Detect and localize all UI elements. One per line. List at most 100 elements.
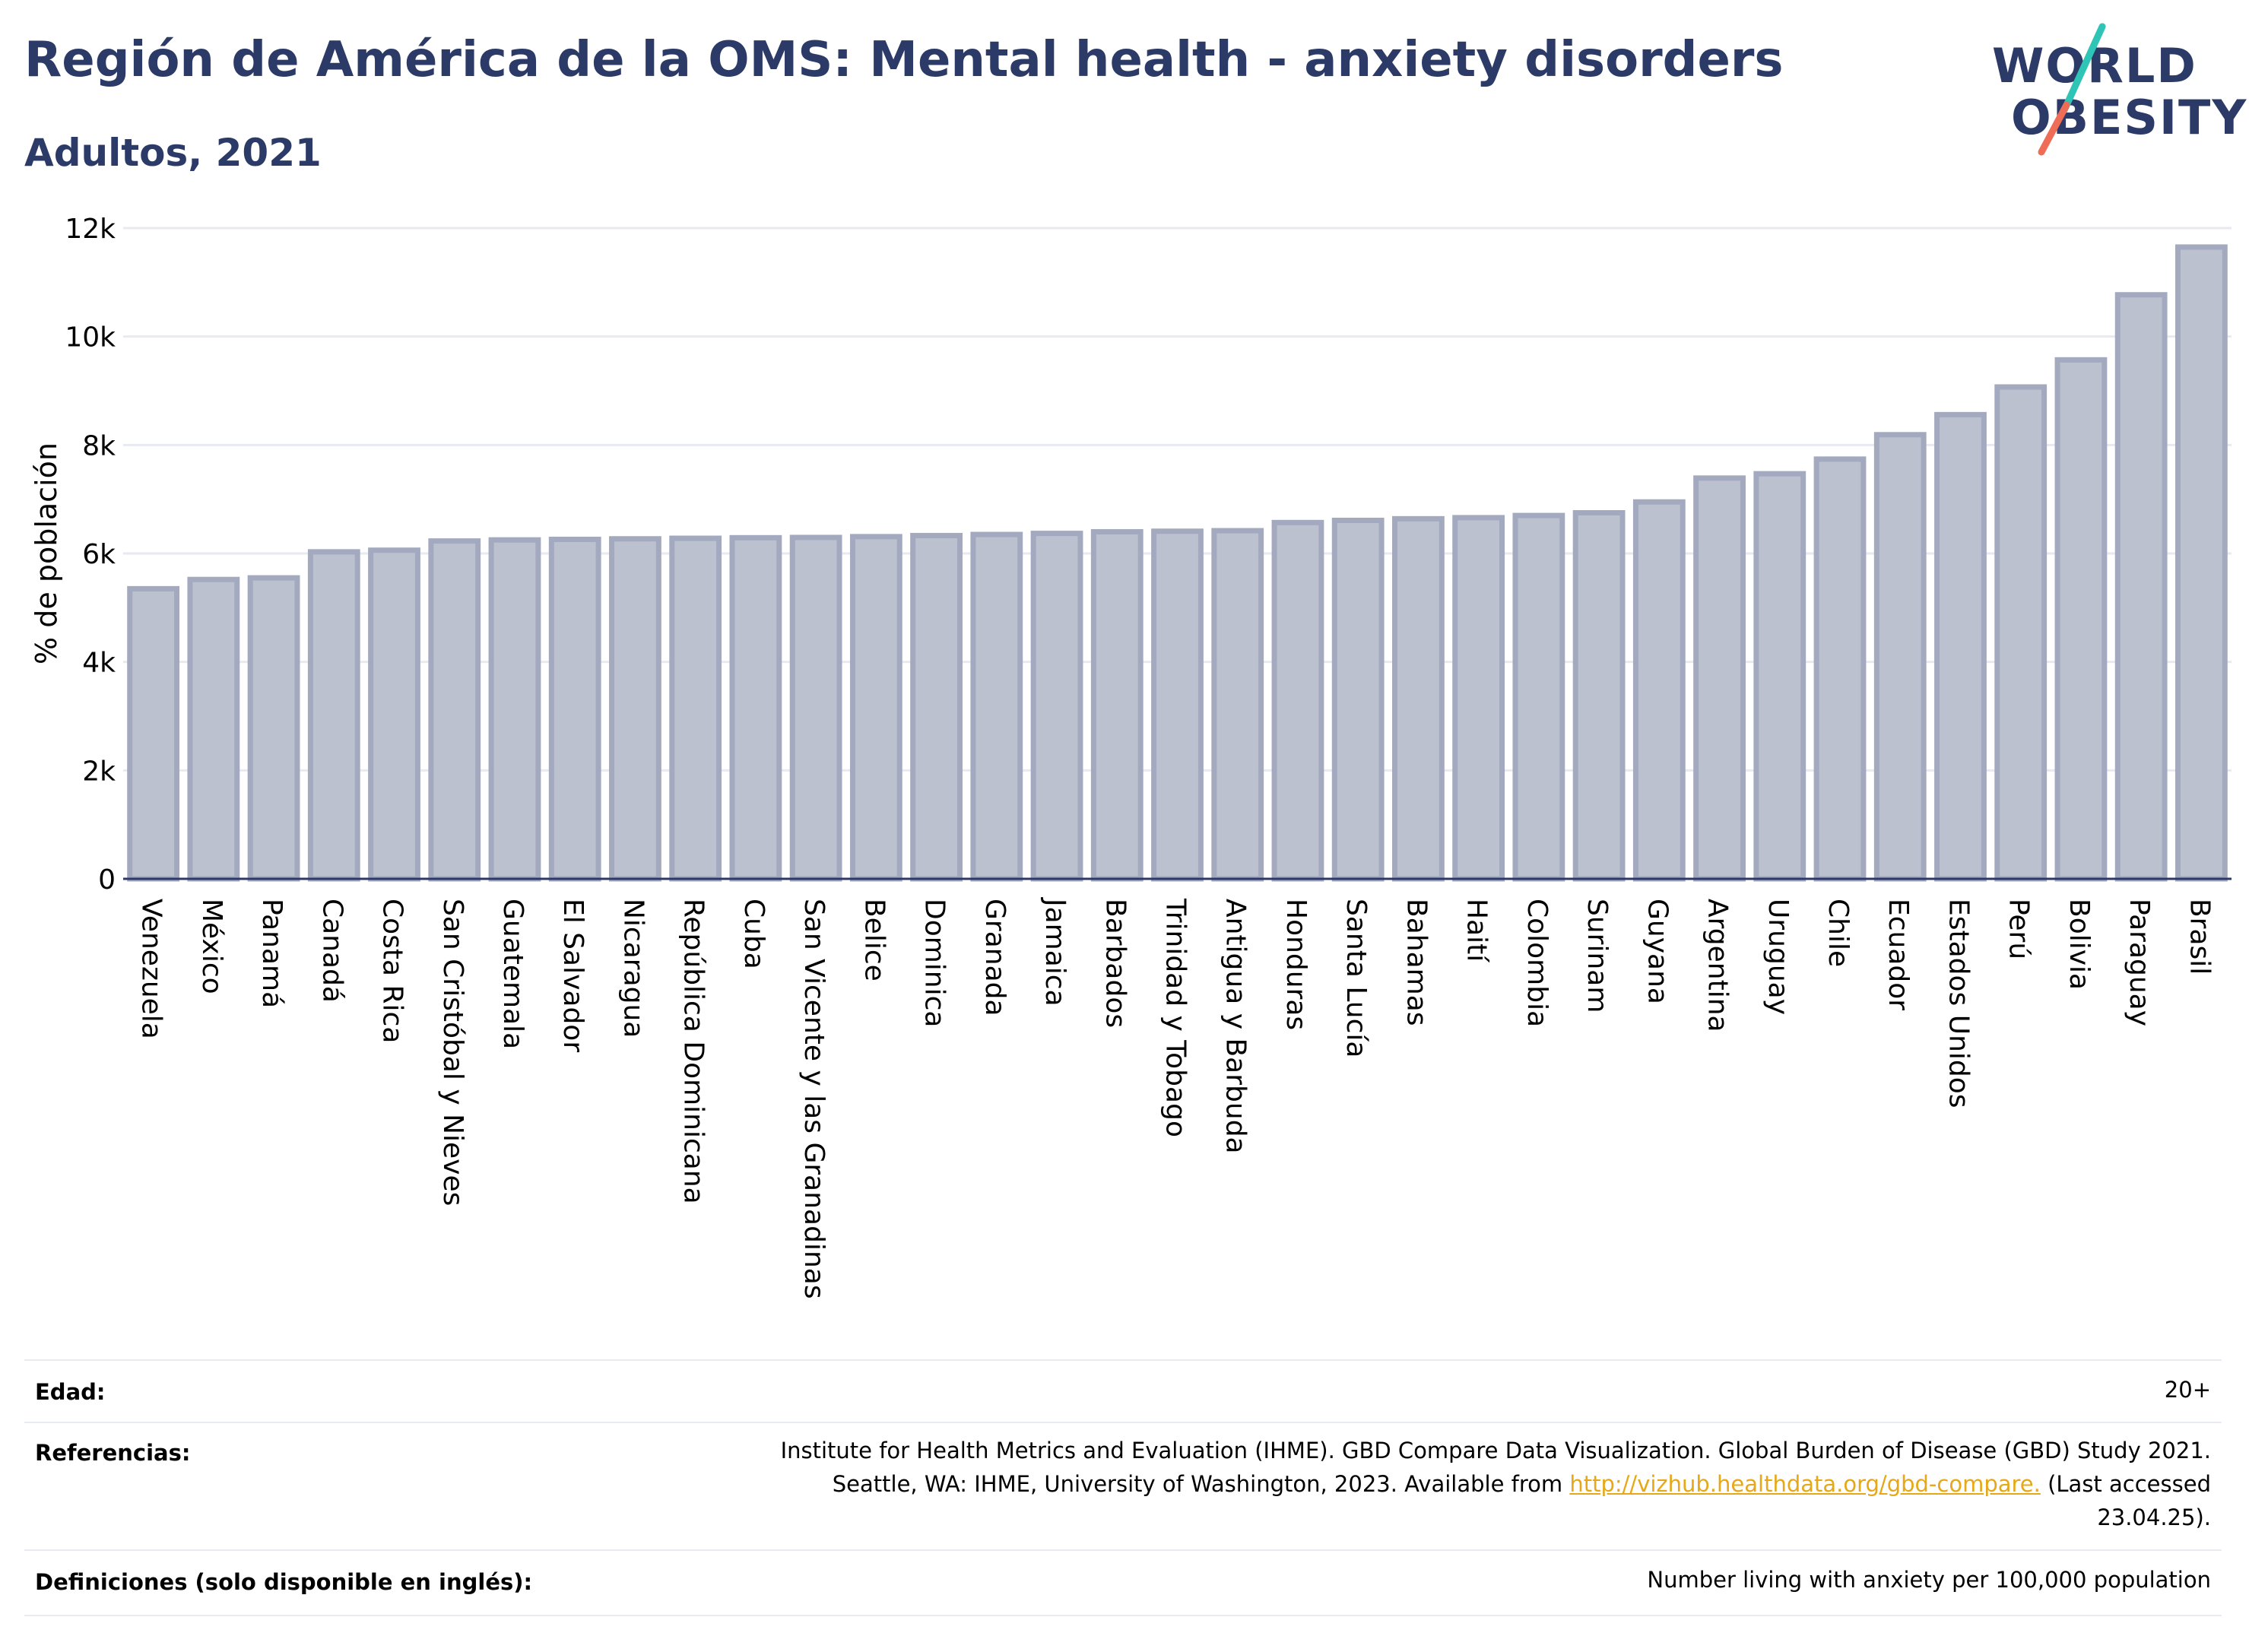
- bar: [1632, 499, 1686, 882]
- x-tick-label: Granada: [979, 899, 1010, 1016]
- footer-row-definitions: Definiciones (solo disponible en inglés)…: [24, 1549, 2222, 1616]
- y-tick-label: 4k: [82, 648, 116, 679]
- references-value: Institute for Health Metrics and Evaluat…: [781, 1434, 2211, 1534]
- bar: [307, 549, 360, 882]
- y-tick-label: 8k: [82, 430, 116, 461]
- bar: [1934, 411, 1987, 882]
- y-tick-label: 0: [98, 864, 116, 896]
- references-link[interactable]: http://vizhub.healthdata.org/gbd-compare…: [1569, 1471, 2041, 1497]
- x-tick-label: Honduras: [1280, 899, 1312, 1030]
- bar: [1512, 512, 1565, 882]
- age-label: Edad:: [35, 1379, 106, 1405]
- x-tick-label: Brasil: [2184, 899, 2215, 975]
- x-tick-label: Guatemala: [497, 899, 528, 1049]
- bar: [1030, 531, 1083, 882]
- x-tick-label: Argentina: [1702, 899, 1734, 1032]
- bar: [368, 547, 420, 882]
- references-line-2: Seattle, WA: IHME, University of Washing…: [781, 1467, 2211, 1501]
- x-tick-label: Santa Lucía: [1340, 899, 1372, 1057]
- bar: [1211, 528, 1264, 882]
- x-tick-label: Estados Unidos: [1943, 899, 1974, 1108]
- x-tick-label: Jamaica: [1039, 897, 1071, 1007]
- bar: [428, 538, 481, 882]
- footer-row-references: Referencias: Institute for Health Metric…: [24, 1422, 2222, 1551]
- x-tick-label: Barbados: [1099, 899, 1131, 1028]
- x-tick-labels: Venezuela México Panamá Canadá Costa Rica San…: [136, 897, 2216, 1299]
- bar: [247, 575, 300, 882]
- bar: [1753, 471, 1806, 882]
- bar: [548, 536, 601, 882]
- bar: [1693, 475, 1746, 882]
- x-tick-label: Paraguay: [2124, 899, 2155, 1026]
- x-tick-label: Perú: [2003, 899, 2035, 959]
- y-tick-label: 12k: [65, 214, 116, 245]
- y-tick-labels: 0 2k 4k 6k 8k 10k 12k: [65, 214, 116, 896]
- bar: [2174, 244, 2228, 882]
- x-tick-label: Antigua y Barbuda: [1220, 899, 1251, 1154]
- x-tick-label: Dominica: [919, 899, 950, 1028]
- x-tick-label: Haití: [1461, 899, 1492, 962]
- references-line-1: Institute for Health Metrics and Evaluat…: [780, 1438, 2211, 1463]
- chart-title: Región de América de la OMS: Mental heal…: [24, 32, 1784, 88]
- bar: [729, 534, 782, 882]
- x-tick-label: El Salvador: [557, 899, 588, 1052]
- bar: [187, 576, 240, 882]
- footer-row-age: Edad: 20+: [24, 1359, 2222, 1423]
- x-tick-label: Guyana: [1642, 899, 1673, 1004]
- bar: [1392, 515, 1445, 882]
- x-tick-label: San Vicente y las Granadinas: [798, 899, 829, 1299]
- age-value: 20+: [2164, 1377, 2211, 1403]
- y-tick-label: 2k: [82, 756, 116, 787]
- bar: [609, 536, 661, 882]
- bar: [1271, 519, 1324, 882]
- x-tick-label: Canadá: [316, 899, 347, 1003]
- references-line-2-text: Seattle, WA: IHME, University of Washing…: [832, 1471, 1570, 1497]
- y-tick-label: 10k: [65, 322, 116, 354]
- x-tick-label: Surinam: [1581, 899, 1613, 1013]
- bars: [127, 244, 2228, 882]
- bar: [1572, 510, 1626, 882]
- x-tick-label: República Dominicana: [678, 899, 709, 1204]
- bar: [2054, 357, 2108, 882]
- x-tick-label: Cuba: [738, 899, 769, 969]
- x-tick-label: Bolivia: [2063, 899, 2095, 990]
- bar: [669, 535, 722, 882]
- bar: [127, 585, 180, 882]
- definitions-value: Number living with anxiety per 100,000 p…: [1647, 1567, 2211, 1593]
- chart-subtitle: Adultos, 2021: [24, 131, 322, 175]
- footer-table: Edad: 20+ Referencias: Institute for Hea…: [24, 1359, 2222, 1618]
- x-tick-label: Nicaragua: [617, 899, 649, 1038]
- bar: [1873, 432, 1927, 882]
- logo-slash-icon: [2038, 23, 2106, 156]
- world-obesity-logo: WORLD OBESITY: [1977, 23, 2246, 160]
- x-tick-label: Ecuador: [1883, 899, 1914, 1010]
- x-tick-label: Belice: [858, 899, 890, 981]
- x-tick-label: Venezuela: [136, 899, 167, 1039]
- x-tick-label: Trinidad y Tobago: [1160, 898, 1191, 1137]
- x-tick-label: Bahamas: [1400, 899, 1432, 1026]
- y-axis-label: % de población: [30, 442, 63, 664]
- bar: [1994, 384, 2048, 882]
- bar: [2114, 292, 2168, 882]
- bar: [1090, 528, 1144, 882]
- bar: [1452, 515, 1505, 882]
- bar: [1151, 528, 1204, 882]
- x-tick-label: Costa Rica: [377, 899, 408, 1043]
- y-tick-label: 6k: [82, 539, 116, 570]
- definitions-label: Definiciones (solo disponible en inglés)…: [35, 1569, 533, 1595]
- bar: [488, 537, 541, 882]
- bar: [849, 534, 902, 882]
- bar: [970, 531, 1023, 882]
- x-tick-label: Panamá: [256, 899, 287, 1008]
- references-label: Referencias:: [35, 1440, 191, 1466]
- x-tick-label: México: [196, 899, 227, 994]
- x-tick-label: Colombia: [1521, 899, 1553, 1027]
- x-tick-label: Uruguay: [1762, 899, 1794, 1015]
- references-line-2-suffix: (Last accessed: [2040, 1471, 2211, 1497]
- bar: [789, 534, 842, 882]
- bar: [1813, 456, 1867, 882]
- x-tick-label: Chile: [1822, 899, 1854, 967]
- bar: [910, 532, 963, 882]
- bar: [1331, 517, 1385, 882]
- bar-chart: 0 2k 4k 6k 8k 10k 12k Venezuela México Panamá Can…: [30, 214, 2232, 1299]
